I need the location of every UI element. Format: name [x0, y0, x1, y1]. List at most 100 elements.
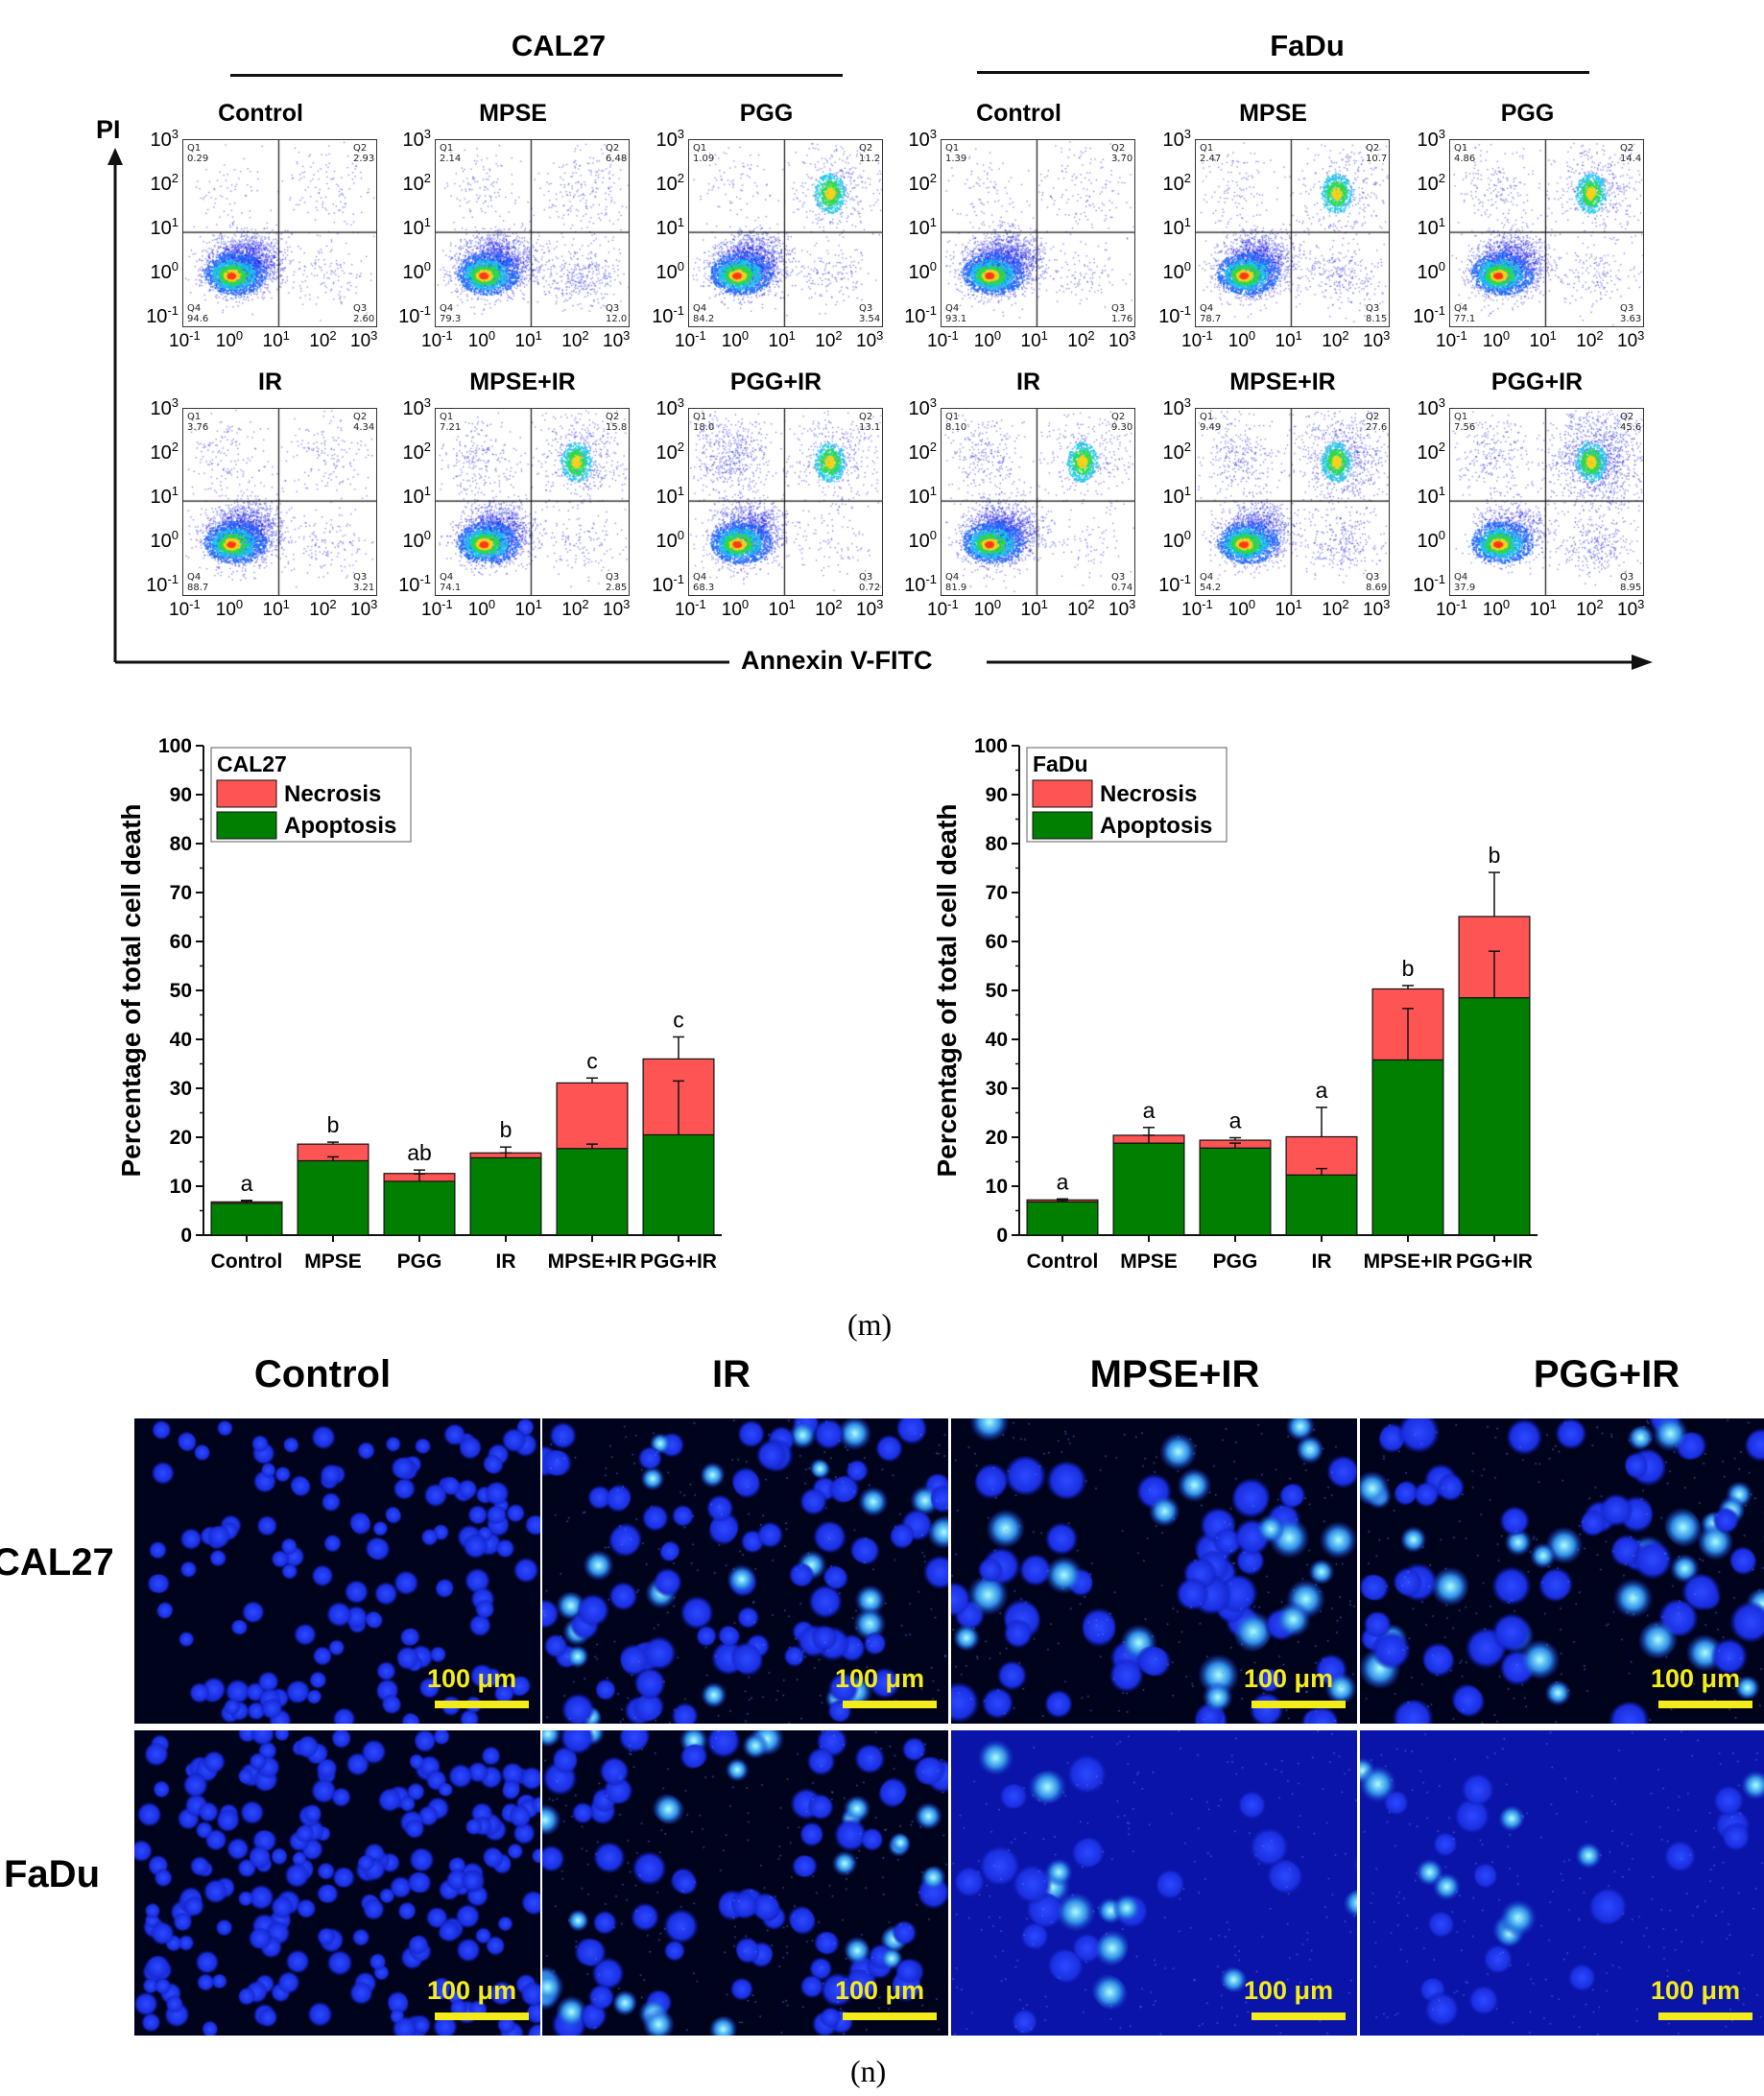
flow-x-tick-label: 103 — [1617, 328, 1645, 351]
quadrant-value-q3: Q3 12.0 — [606, 303, 628, 324]
flow-y-tick-label: 100 — [656, 528, 684, 552]
flow-x-tick-label: 100 — [467, 328, 496, 351]
flow-x-tick-label: 100 — [1228, 328, 1256, 351]
quadrant-value-q2: Q2 27.6 — [1366, 412, 1388, 433]
quadrant-value-q3: Q3 8.15 — [1366, 303, 1388, 324]
flow-panel-title-cal27-pgg: PGG — [739, 100, 794, 127]
quadrant-value-q4: Q4 84.2 — [693, 303, 715, 324]
flow-scatter-plot — [1196, 140, 1389, 326]
quadrant-value-q3: Q3 8.95 — [1620, 572, 1642, 593]
flow-x-tick-label: 10-1 — [421, 328, 453, 351]
x-tick-label: MPSE+IR — [548, 1250, 637, 1273]
y-tick-label: 90 — [170, 784, 192, 806]
flow-panel-cal27-ir: Q1 3.76 Q2 4.34 Q3 3.21 Q4 88.7 — [182, 408, 377, 596]
scale-bar — [1658, 1701, 1752, 1708]
x-tick-label: IR — [1312, 1250, 1332, 1273]
y-tick-label: 90 — [986, 784, 1008, 806]
flow-x-tick-label: 102 — [561, 328, 589, 351]
flow-x-tick-label: 103 — [350, 597, 378, 620]
flow-y-tick-label: 100 — [908, 259, 937, 283]
flow-panel-title-cal27-mpse: MPSE — [479, 100, 547, 127]
flow-y-tick-label: 10-1 — [398, 572, 431, 596]
flow-x-tick-label: 103 — [856, 597, 884, 620]
quadrant-value-q3: Q3 1.76 — [1111, 303, 1133, 324]
flow-x-tick-label: 102 — [1576, 597, 1604, 620]
quadrant-value-q1: Q1 8.10 — [945, 412, 967, 433]
legend-swatch-necrosis — [216, 779, 277, 808]
flow-x-tick-label: 101 — [768, 597, 796, 620]
flow-y-tick-label: 103 — [402, 395, 431, 419]
flow-y-axis-label: PI — [96, 115, 121, 144]
flow-x-tick-label: 103 — [603, 328, 631, 351]
quadrant-value-q4: Q4 79.3 — [440, 303, 462, 324]
quadrant-value-q3: Q3 2.85 — [606, 572, 628, 593]
flow-scatter-plot — [689, 409, 882, 595]
flow-panel-title-fadu-ir: IR — [1016, 369, 1040, 395]
flow-x-tick-label: 10-1 — [1436, 597, 1467, 620]
y-tick-label: 40 — [986, 1029, 1008, 1051]
y-tick-label: 80 — [170, 833, 192, 855]
scale-bar — [435, 1701, 529, 1708]
y-tick-label: 50 — [170, 980, 192, 1002]
flow-y-tick-label: 102 — [908, 440, 937, 464]
quadrant-value-q2: Q2 45.6 — [1620, 412, 1642, 433]
flow-x-tick-label: 10-1 — [1181, 328, 1213, 351]
flow-x-tick-label: 10-1 — [169, 328, 201, 351]
quadrant-value-q4: Q4 77.1 — [1454, 303, 1476, 324]
significance-letter: c — [586, 1048, 598, 1073]
flow-panel-title-fadu-mpse: MPSE — [1239, 100, 1307, 127]
flow-x-tick-label: 100 — [1228, 597, 1256, 620]
flow-y-tick-label: 103 — [1417, 395, 1445, 419]
flow-panel-title-fadu-pgg: PGG — [1500, 100, 1555, 127]
flow-x-tick-label: 103 — [1363, 597, 1391, 620]
caption-m: (m) — [847, 1307, 893, 1342]
significance-letter: b — [1489, 843, 1501, 868]
flow-x-tick-label: 10-1 — [421, 597, 453, 620]
scale-bar — [1251, 1701, 1346, 1708]
y-tick-label: 0 — [996, 1225, 1008, 1247]
micrograph-image — [951, 1730, 1357, 2036]
flow-x-tick-label: 102 — [1067, 597, 1095, 620]
flow-x-tick-label: 103 — [350, 328, 378, 351]
scale-bar-label: 100 μm — [1244, 1976, 1334, 2005]
quadrant-value-q3: Q3 3.63 — [1620, 303, 1642, 324]
bar-necrosis-mpse-ir — [556, 1082, 629, 1150]
quadrant-value-q2: Q2 9.30 — [1111, 412, 1133, 433]
flow-x-tick-label: 102 — [815, 328, 843, 351]
bar-chart-cal27: 0 10 20 30 40 50 60 70 80 90 100 Percentage of tota… — [116, 735, 722, 1273]
x-tick-label: MPSE — [1120, 1250, 1178, 1273]
flow-x-tick-label: 10-1 — [675, 597, 706, 620]
flow-x-tick-label: 102 — [1322, 597, 1349, 620]
micrograph-image — [134, 1730, 540, 2036]
quadrant-value-q4: Q4 93.1 — [945, 303, 967, 324]
significance-letter: b — [327, 1112, 340, 1137]
legend-swatch-apoptosis — [216, 811, 277, 840]
legend-label-necrosis: Necrosis — [284, 781, 381, 807]
quadrant-value-q1: Q1 7.21 — [440, 412, 462, 433]
quadrant-value-q1: Q1 7.56 — [1454, 412, 1476, 433]
x-tick-label: PGG — [1213, 1250, 1258, 1273]
micrograph-image — [1360, 1418, 1764, 1724]
legend-label-necrosis: Necrosis — [1100, 781, 1197, 807]
significance-letter: b — [1402, 956, 1415, 981]
quadrant-value-q3: Q3 3.21 — [353, 572, 375, 593]
flow-panel-title-cal27-mpse-ir: MPSE+IR — [469, 369, 576, 395]
y-tick-label: 30 — [170, 1078, 192, 1100]
quadrant-value-q3: Q3 3.54 — [859, 303, 881, 324]
legend-title: FaDu — [1033, 751, 1088, 776]
flow-y-tick-label: 102 — [150, 440, 179, 464]
significance-letter: b — [500, 1117, 513, 1142]
x-tick-label: MPSE — [304, 1250, 362, 1273]
flow-y-tick-label: 101 — [656, 215, 684, 239]
bar-apoptosis-mpse — [297, 1159, 369, 1236]
flow-x-tick-label: 100 — [973, 328, 1002, 351]
y-tick-label: 0 — [180, 1225, 192, 1247]
flow-x-tick-label: 10-1 — [169, 597, 201, 620]
quadrant-value-q1: Q1 4.86 — [1454, 143, 1476, 164]
y-tick-label: 20 — [170, 1127, 192, 1149]
flow-x-tick-label: 103 — [1617, 597, 1645, 620]
flow-panel-title-fadu-pgg-ir: PGG+IR — [1490, 369, 1584, 395]
flow-x-tick-label: 102 — [1322, 328, 1349, 351]
quadrant-value-q1: Q1 2.14 — [440, 143, 462, 164]
y-tick-label: 10 — [170, 1176, 192, 1198]
